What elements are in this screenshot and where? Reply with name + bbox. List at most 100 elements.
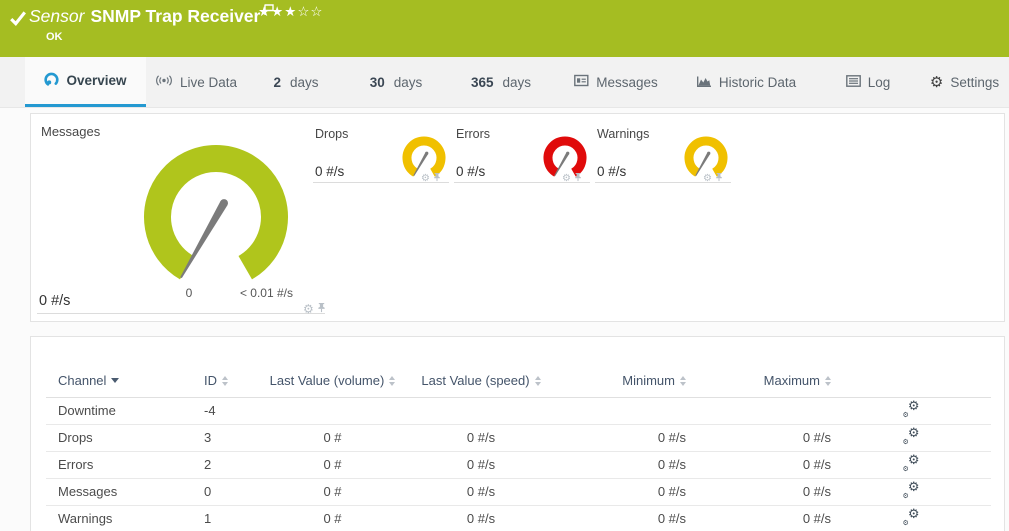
gauge-settings-gear-icon[interactable]: ⚙: [562, 172, 571, 184]
table-row-errors[interactable]: Errors 2 0 # 0 #/s 0 #/s 0 #/s ⚙ ⚙: [46, 451, 991, 479]
cell-minimum: 0 #/s: [561, 478, 686, 506]
cell-maximum: 0 #/s: [686, 478, 831, 506]
overview-gauges-panel: Messages 0 < 0.01 #/s 0 #/s ⚙ Drops 0 #/…: [30, 113, 1005, 322]
pin-icon[interactable]: [715, 169, 723, 187]
cell-channel[interactable]: Errors: [46, 451, 204, 479]
tab-log-label: Log: [867, 74, 891, 90]
tab-messages[interactable]: Messages: [556, 57, 676, 107]
cell-channel[interactable]: Messages: [46, 478, 204, 506]
gauge-settings-gear-icon[interactable]: ⚙: [703, 172, 712, 184]
primary-gauge-arc: [144, 145, 288, 280]
page-title: Sensor SNMP Trap Receiver: [29, 4, 275, 27]
cell-last-volume: 0 #: [264, 451, 401, 479]
sort-icon: [222, 375, 228, 386]
cell-minimum: [561, 397, 686, 425]
tab-settings-label: Settings: [950, 74, 1000, 90]
cell-minimum: 0 #/s: [561, 505, 686, 531]
broadcast-icon: [155, 74, 173, 90]
mini-gauge: [402, 136, 446, 177]
column-header-minimum[interactable]: Minimum: [561, 365, 686, 398]
cell-maximum: [686, 397, 831, 425]
sort-icon: [534, 375, 541, 386]
tab-overview-label: Overview: [66, 73, 127, 88]
channel-settings-icon[interactable]: ⚙ ⚙: [902, 452, 920, 473]
mini-gauge-value: 0 #/s: [597, 164, 627, 179]
primary-gauge: [144, 145, 288, 280]
primary-gauge-needle: [180, 201, 228, 279]
pin-icon[interactable]: [317, 300, 326, 318]
flag-icon[interactable]: [264, 0, 275, 21]
tab-30-days[interactable]: 30 days: [346, 57, 446, 107]
cell-last-speed: [401, 397, 561, 425]
cell-last-volume: 0 #: [264, 505, 401, 531]
column-header-last-speed[interactable]: Last Value (speed): [401, 365, 561, 398]
cell-maximum: 0 #/s: [686, 424, 831, 452]
cell-maximum: 0 #/s: [686, 505, 831, 531]
channel-table: Channel ID Last Value (volume) Last Valu…: [46, 365, 991, 531]
cell-channel[interactable]: Drops: [46, 424, 204, 452]
cell-last-volume: 0 #: [264, 424, 401, 452]
tab-live-data-label: Live Data: [179, 74, 238, 90]
log-icon: [845, 74, 861, 90]
gauge-icon: [44, 72, 60, 90]
sensor-status-bar: Sensor SNMP Trap Receiver ★★★☆☆ OK: [0, 0, 1009, 57]
channel-settings-icon[interactable]: ⚙ ⚙: [902, 506, 920, 527]
column-header-id[interactable]: ID: [204, 365, 264, 398]
tab-2-days[interactable]: 2 days: [246, 57, 346, 107]
cell-last-speed: 0 #/s: [401, 505, 561, 531]
pin-icon[interactable]: [433, 169, 441, 187]
tab-messages-label: Messages: [596, 74, 658, 90]
sensor-name: SNMP Trap Receiver: [90, 6, 261, 26]
sort-icon: [680, 375, 686, 386]
primary-gauge-scale-min: 0: [185, 286, 193, 300]
tab-2-days-number: 2: [273, 74, 281, 90]
cell-last-speed: 0 #/s: [401, 451, 561, 479]
tab-365-days[interactable]: 365 days: [446, 57, 556, 107]
cell-minimum: 0 #/s: [561, 424, 686, 452]
channel-settings-icon[interactable]: ⚙ ⚙: [902, 425, 920, 446]
column-header-settings: [831, 365, 991, 398]
cell-channel[interactable]: Warnings: [46, 505, 204, 531]
primary-gauge-scale-max: < 0.01 #/s: [239, 286, 293, 300]
cell-id: 2: [204, 451, 264, 479]
pin-icon[interactable]: [574, 169, 582, 187]
primary-gauge-block: Messages 0 < 0.01 #/s 0 #/s ⚙: [37, 114, 325, 316]
mini-gauge-label: Errors: [456, 127, 491, 141]
settings-gear-icon: ⚙: [929, 73, 944, 91]
status-badge: OK: [46, 31, 63, 43]
tab-bar: Overview Live Data 2 days 30 days 365 da…: [0, 57, 1009, 108]
channel-settings-icon[interactable]: ⚙ ⚙: [902, 479, 920, 500]
table-row-warnings[interactable]: Warnings 1 0 # 0 #/s 0 #/s 0 #/s ⚙ ⚙: [46, 505, 991, 531]
priority-stars[interactable]: ★★★☆☆: [258, 4, 324, 20]
cell-id: 1: [204, 505, 264, 531]
sort-icon: [389, 375, 396, 386]
tab-historic-data[interactable]: Historic Data: [676, 57, 816, 107]
sensor-type-label: Sensor: [29, 6, 85, 26]
table-row-messages[interactable]: Messages 0 0 # 0 #/s 0 #/s 0 #/s ⚙ ⚙: [46, 478, 991, 506]
status-ok-check-icon: [9, 9, 27, 32]
column-header-maximum[interactable]: Maximum: [686, 365, 831, 398]
tab-overview[interactable]: Overview: [25, 57, 146, 107]
sort-icon: [825, 375, 831, 386]
cell-last-volume: 0 #: [264, 478, 401, 506]
tab-live-data[interactable]: Live Data: [146, 57, 246, 107]
cell-last-volume: [264, 397, 401, 425]
primary-gauge-label: Messages: [41, 124, 101, 139]
sort-desc-icon: [111, 378, 120, 384]
cell-id: 3: [204, 424, 264, 452]
cell-channel[interactable]: Downtime: [46, 397, 204, 425]
cell-maximum: 0 #/s: [686, 451, 831, 479]
mini-gauge-value: 0 #/s: [456, 164, 486, 179]
column-header-last-volume[interactable]: Last Value (volume): [264, 365, 401, 398]
tab-30-days-number: 30: [369, 74, 385, 90]
tab-settings[interactable]: ⚙ Settings: [920, 57, 1009, 107]
gauge-settings-gear-icon[interactable]: ⚙: [303, 302, 314, 316]
channel-settings-icon[interactable]: ⚙ ⚙: [902, 398, 920, 419]
column-header-channel[interactable]: Channel: [46, 365, 204, 398]
tab-log[interactable]: Log: [816, 57, 920, 107]
gauge-settings-gear-icon[interactable]: ⚙: [421, 172, 430, 184]
table-row-downtime[interactable]: Downtime -4 ⚙ ⚙: [46, 397, 991, 425]
table-row-drops[interactable]: Drops 3 0 # 0 #/s 0 #/s 0 #/s ⚙ ⚙: [46, 424, 991, 452]
cell-minimum: 0 #/s: [561, 451, 686, 479]
mini-gauge-drops: Drops 0 #/s ⚙: [313, 127, 449, 184]
